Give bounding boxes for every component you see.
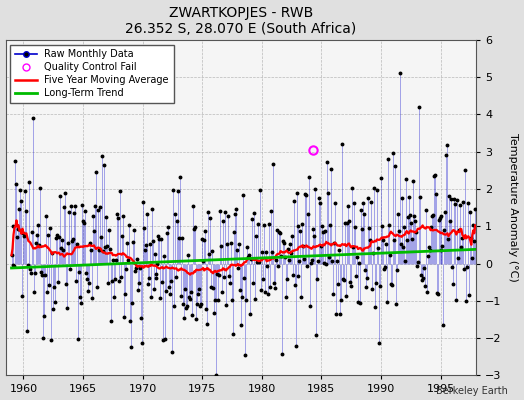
Legend: Raw Monthly Data, Quality Control Fail, Five Year Moving Average, Long-Term Tren: Raw Monthly Data, Quality Control Fail, … [10, 44, 174, 103]
Title: ZWARTKOPJES - RWB
26.352 S, 28.070 E (South Africa): ZWARTKOPJES - RWB 26.352 S, 28.070 E (So… [125, 6, 356, 36]
Text: Berkeley Earth: Berkeley Earth [436, 386, 508, 396]
Y-axis label: Temperature Anomaly (°C): Temperature Anomaly (°C) [508, 133, 518, 282]
